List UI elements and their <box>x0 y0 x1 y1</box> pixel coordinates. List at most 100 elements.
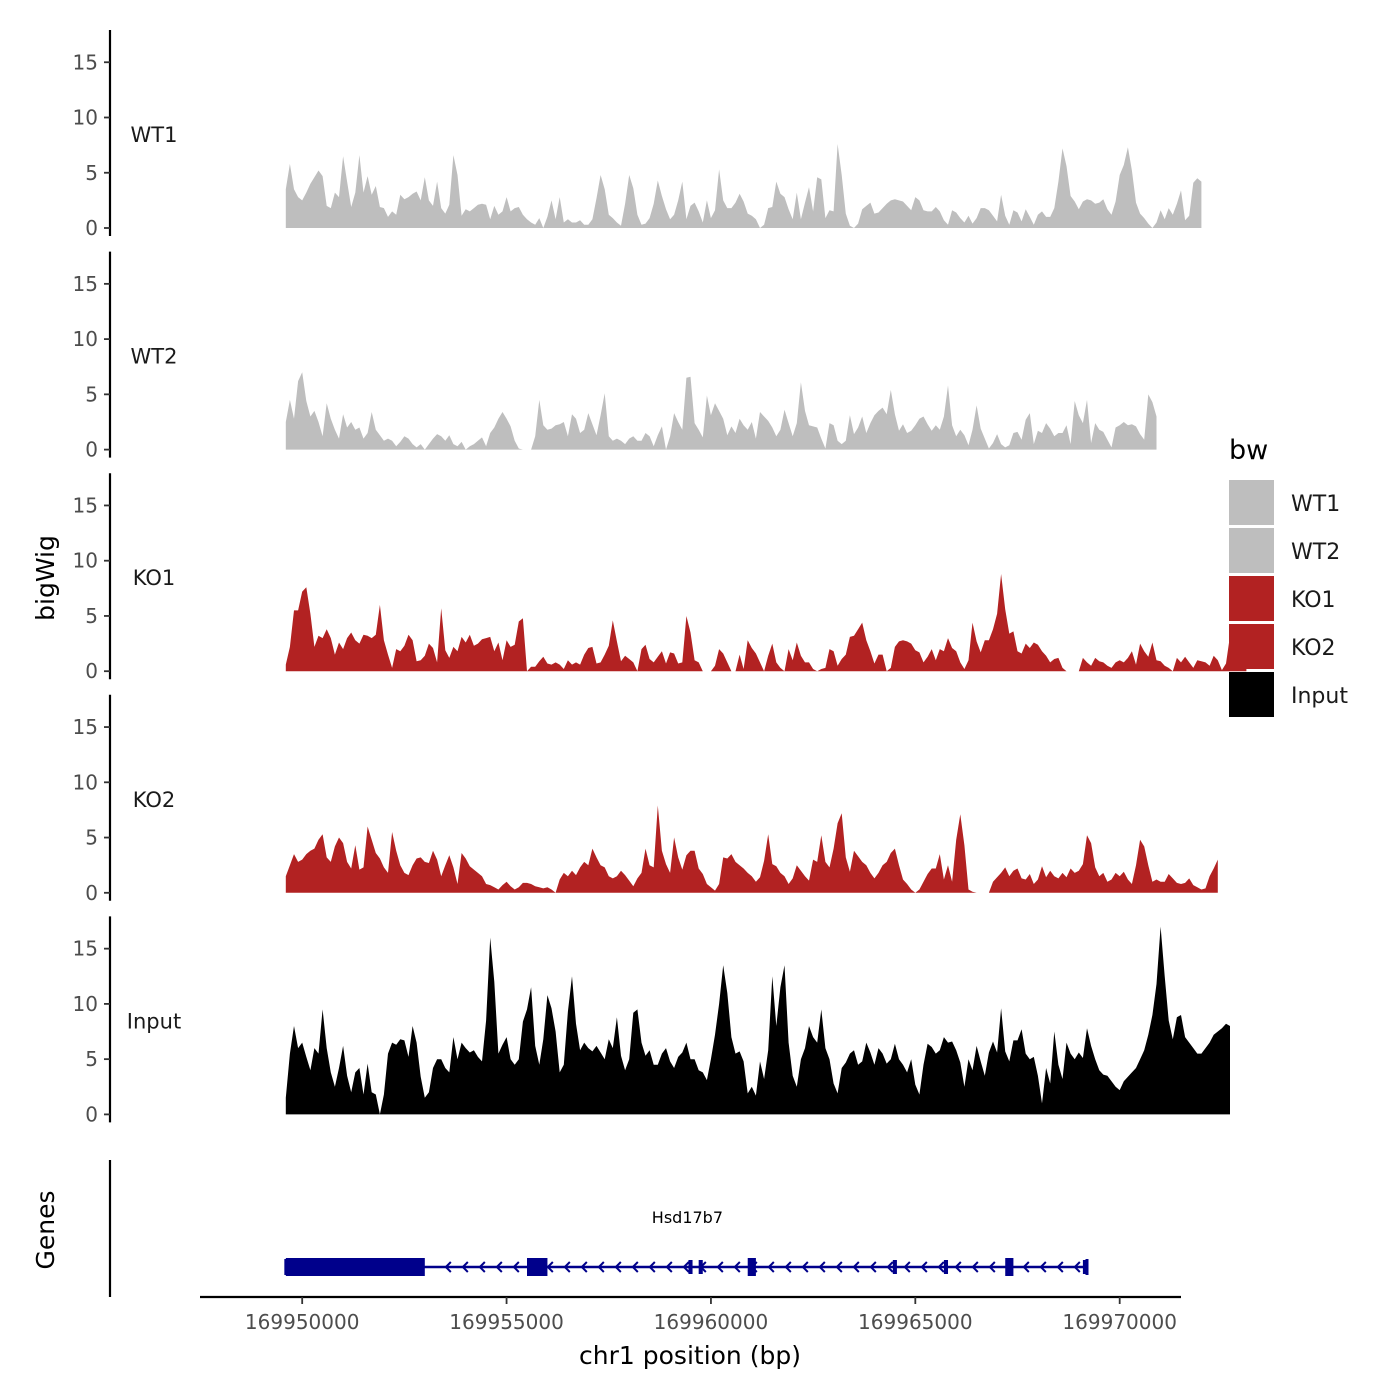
y-tick-label: 5 <box>85 826 98 850</box>
strand-arrow <box>801 1261 809 1273</box>
y-tick-label: 15 <box>73 272 98 296</box>
strand-arrow <box>784 1261 792 1273</box>
strand-arrow <box>512 1261 520 1273</box>
strand-arrow <box>1056 1261 1064 1273</box>
x-tick-label: 169970000 <box>1062 1310 1177 1334</box>
strand-arrow <box>971 1261 979 1273</box>
y-tick-label: 15 <box>73 50 98 74</box>
y-tick-label: 15 <box>73 715 98 739</box>
track-label: KO1 <box>133 566 176 590</box>
track-label: Input <box>127 1009 181 1033</box>
gene-exon <box>943 1260 949 1274</box>
gene-exon <box>747 1258 756 1276</box>
legend-key-ko1 <box>1229 576 1274 621</box>
x-tick-label: 169965000 <box>858 1310 973 1334</box>
y-tick-label: 10 <box>73 549 98 573</box>
legend-label-wt2: WT2 <box>1291 540 1340 565</box>
genes-panel: Hsd17b7 <box>108 1160 1089 1297</box>
genes-axis-title: Genes <box>31 1190 60 1269</box>
strand-arrow <box>682 1261 690 1273</box>
x-tick-label: 169955000 <box>449 1310 564 1334</box>
x-tick-label: 169950000 <box>245 1310 360 1334</box>
strand-arrow <box>818 1261 826 1273</box>
y-tick-label: 5 <box>85 382 98 406</box>
strand-arrow <box>1073 1261 1081 1273</box>
track-wt1: 0 5 10 15 WT1 <box>73 30 1202 240</box>
y-tick-label: 0 <box>85 216 98 240</box>
strand-arrow <box>461 1261 469 1273</box>
strand-arrow <box>1022 1261 1030 1273</box>
legend: bw WT1 WT2 KO1 KO2 Input <box>1229 435 1348 717</box>
strand-arrow <box>920 1261 928 1273</box>
y-tick-label: 15 <box>73 937 98 961</box>
track-ko1: 0 5 10 15 KO1 <box>73 473 1247 683</box>
strand-arrow <box>495 1261 503 1273</box>
legend-title: bw <box>1229 435 1268 466</box>
coverage-area-ko2 <box>285 805 1218 893</box>
coverage-tracks: 0 5 10 15 WT1 0 5 10 15 WT2 0 5 10 15 KO1 0 5 10 15 KO2 0 5 10… <box>73 30 1247 1126</box>
strand-arrow <box>886 1261 894 1273</box>
y-tick-label: 0 <box>85 438 98 462</box>
strand-arrow <box>631 1261 639 1273</box>
legend-key-input <box>1229 672 1274 717</box>
y-tick-label: 0 <box>85 659 98 683</box>
legend-label-ko2: KO2 <box>1291 636 1336 661</box>
strand-arrow <box>733 1261 741 1273</box>
legend-label-input: Input <box>1291 684 1348 709</box>
y-tick-label: 10 <box>73 327 98 351</box>
x-axis: 169950000 169955000 169960000 169965000 1699… <box>200 1295 1181 1334</box>
track-label: WT2 <box>131 345 178 369</box>
strand-arrow <box>988 1261 996 1273</box>
strand-arrow <box>597 1261 605 1273</box>
y-tick-label: 5 <box>85 604 98 628</box>
legend-label-wt1: WT1 <box>1291 492 1340 517</box>
track-wt2: 0 5 10 15 WT2 <box>73 251 1157 462</box>
track-ko2: 0 5 10 15 KO2 <box>73 694 1218 905</box>
y-tick-label: 10 <box>73 770 98 794</box>
strand-arrow <box>767 1261 775 1273</box>
legend-key-wt2 <box>1229 528 1274 573</box>
strand-arrow <box>852 1261 860 1273</box>
gene-exon <box>285 1258 425 1276</box>
strand-arrow <box>563 1261 571 1273</box>
y-tick-label: 15 <box>73 493 98 517</box>
strand-arrow <box>835 1261 843 1273</box>
strand-arrow <box>937 1261 945 1273</box>
legend-key-wt1 <box>1229 480 1274 525</box>
y-tick-label: 10 <box>73 992 98 1016</box>
strand-arrow <box>716 1261 724 1273</box>
legend-key-ko2 <box>1229 624 1274 669</box>
coverage-area-wt1 <box>285 144 1202 228</box>
y-axis-title: bigWig <box>31 535 60 621</box>
strand-arrow <box>665 1261 673 1273</box>
y-tick-label: 5 <box>85 1047 98 1071</box>
strand-arrow <box>546 1261 554 1273</box>
gene-label: Hsd17b7 <box>652 1208 723 1227</box>
y-tick-label: 5 <box>85 161 98 185</box>
strand-arrow <box>444 1261 452 1273</box>
gene-exon <box>1005 1258 1014 1276</box>
gene-exon <box>688 1260 693 1274</box>
strand-arrow <box>1039 1261 1047 1273</box>
track-label: WT1 <box>131 123 178 147</box>
y-tick-label: 10 <box>73 106 98 130</box>
strand-arrow <box>648 1261 656 1273</box>
strand-arrow <box>954 1261 962 1273</box>
gene-exon <box>527 1258 548 1276</box>
gene-exon <box>1082 1260 1087 1274</box>
legend-label-ko1: KO1 <box>1291 588 1336 613</box>
coverage-area-input <box>285 926 1230 1115</box>
strand-arrow <box>869 1261 877 1273</box>
gene-hsd17b7: Hsd17b7 <box>284 1208 1089 1276</box>
strand-arrow <box>478 1261 486 1273</box>
track-input: 0 5 10 15 Input <box>73 916 1230 1126</box>
y-tick-label: 0 <box>85 1102 98 1126</box>
x-tick-label: 169960000 <box>654 1310 769 1334</box>
gene-exon <box>892 1260 897 1274</box>
x-axis-title: chr1 position (bp) <box>579 1341 801 1370</box>
gene-exon <box>698 1260 703 1274</box>
strand-arrow <box>903 1261 911 1273</box>
strand-arrow <box>580 1261 588 1273</box>
track-label: KO2 <box>133 788 176 812</box>
